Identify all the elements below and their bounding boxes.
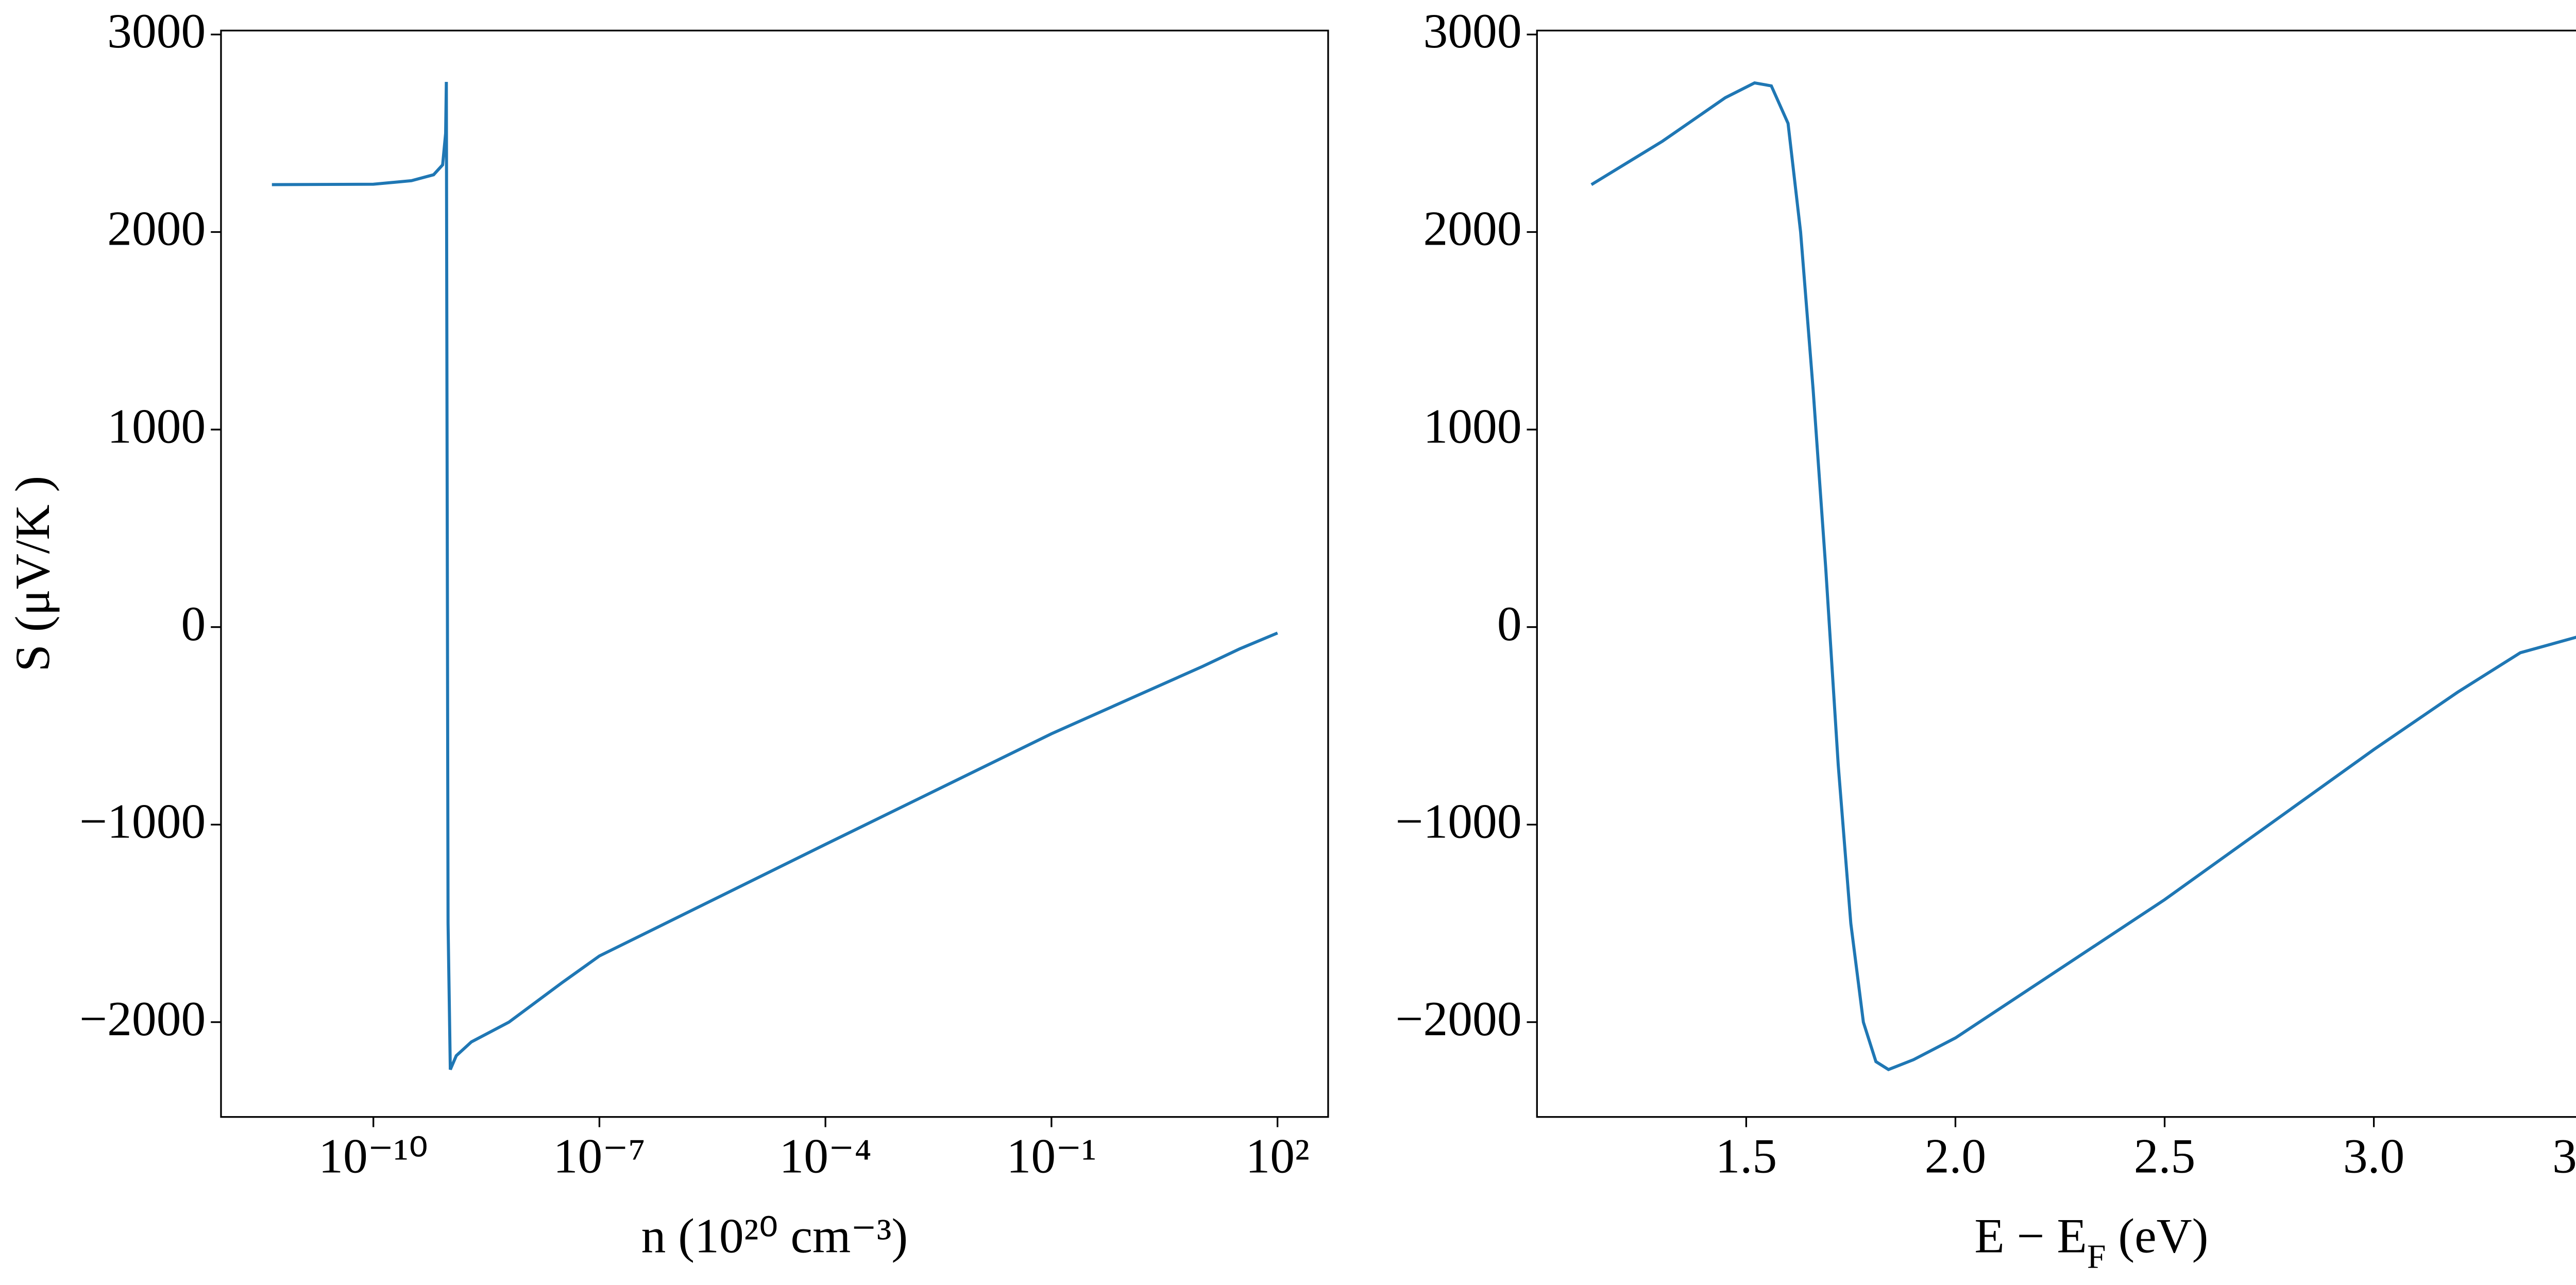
plot-frame — [1536, 29, 2576, 1118]
plot-frame — [220, 29, 1329, 1118]
y-tick-label: 2000 — [107, 201, 206, 256]
x-tick-label: 2.0 — [1925, 1128, 1986, 1183]
x-label-part: E − E — [1974, 1208, 2087, 1263]
y-tick-label: 0 — [1497, 596, 1522, 651]
x-label-part: (eV) — [2106, 1208, 2208, 1263]
y-axis-label: S (μV/K ) — [5, 476, 60, 672]
x-axis-label: n (10²⁰ cm⁻³) — [641, 1208, 908, 1263]
data-line — [1590, 81, 2576, 1071]
y-tick-label: 1000 — [1423, 399, 1521, 453]
y-tick-label: 3000 — [1423, 4, 1521, 58]
x-tick-label: 1.5 — [1716, 1128, 1777, 1183]
x-axis-label: E − EF (eV) — [1974, 1208, 2208, 1275]
x-tick-label: 10⁻¹⁰ — [318, 1128, 428, 1183]
x-label-part: n (10²⁰ cm⁻³) — [641, 1208, 908, 1263]
y-tick-label: −2000 — [79, 991, 206, 1046]
x-tick-label: 10⁻⁴ — [779, 1128, 871, 1183]
y-tick-label: 2000 — [1423, 201, 1521, 256]
y-tick-label: −1000 — [79, 794, 206, 848]
x-tick-label: 3.0 — [2343, 1128, 2404, 1183]
x-tick-label: 10⁻⁷ — [553, 1128, 646, 1183]
x-label-part: F — [2087, 1238, 2106, 1275]
y-tick-label: −1000 — [1396, 794, 1522, 848]
x-tick-label: 10² — [1246, 1128, 1310, 1183]
data-line — [272, 82, 1278, 1070]
x-tick-label: 10⁻¹ — [1007, 1128, 1097, 1183]
y-tick-label: 0 — [181, 596, 206, 651]
y-tick-label: −2000 — [1396, 991, 1522, 1046]
x-tick-label: 2.5 — [2134, 1128, 2195, 1183]
y-tick-label: 3000 — [107, 4, 206, 58]
y-tick-label: 1000 — [107, 399, 206, 453]
x-tick-label: 3.5 — [2552, 1128, 2576, 1183]
